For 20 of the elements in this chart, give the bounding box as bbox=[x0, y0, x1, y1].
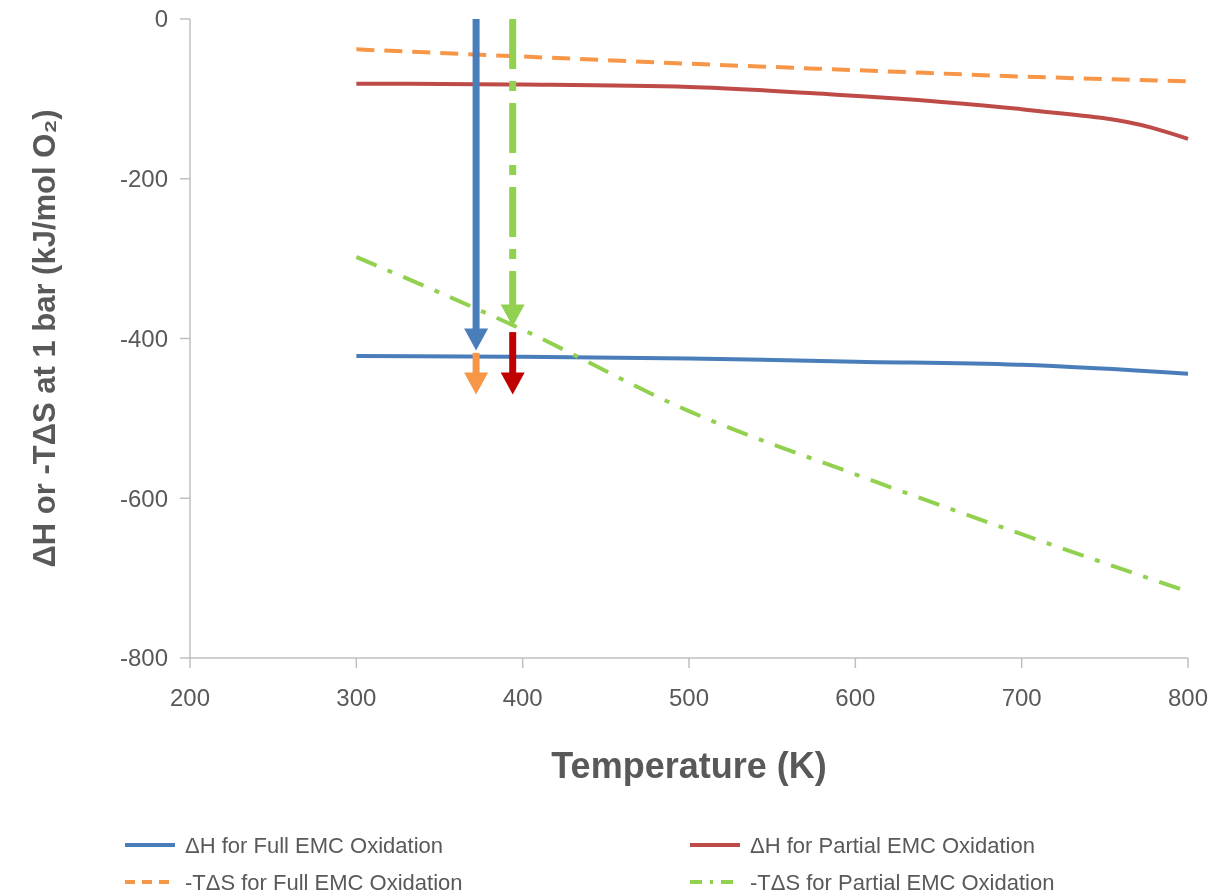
x-axis-title: Temperature (K) bbox=[551, 745, 827, 786]
y-tick-label: -800 bbox=[119, 644, 168, 672]
x-tick-label: 400 bbox=[502, 684, 543, 711]
y-tick-label: -600 bbox=[119, 484, 168, 512]
x-tick-label: 800 bbox=[1167, 684, 1209, 711]
x-tick-label: 500 bbox=[668, 684, 710, 711]
legend-label: ΔH for Full EMC Oxidation bbox=[185, 832, 443, 858]
x-tick-label: 700 bbox=[1001, 684, 1042, 711]
line-series bbox=[354, 81, 1190, 141]
legend-label: ΔH for Partial EMC Oxidation bbox=[750, 832, 1035, 858]
y-tick-label: -200 bbox=[119, 165, 168, 193]
y-tick-label: 0 bbox=[154, 5, 168, 33]
legend-label: -TΔS for Partial EMC Oxidation bbox=[750, 869, 1055, 894]
x-tick-label: 600 bbox=[835, 684, 876, 711]
y-tick-label: -400 bbox=[119, 324, 168, 352]
y-axis-title: ΔH or -TΔS at 1 bar (kJ/mol O₂) bbox=[27, 109, 62, 568]
x-tick-label: 200 bbox=[169, 684, 211, 711]
legend-label: -TΔS for Full EMC Oxidation bbox=[185, 869, 463, 894]
line-series bbox=[354, 354, 1190, 376]
x-tick-label: 300 bbox=[336, 684, 377, 711]
